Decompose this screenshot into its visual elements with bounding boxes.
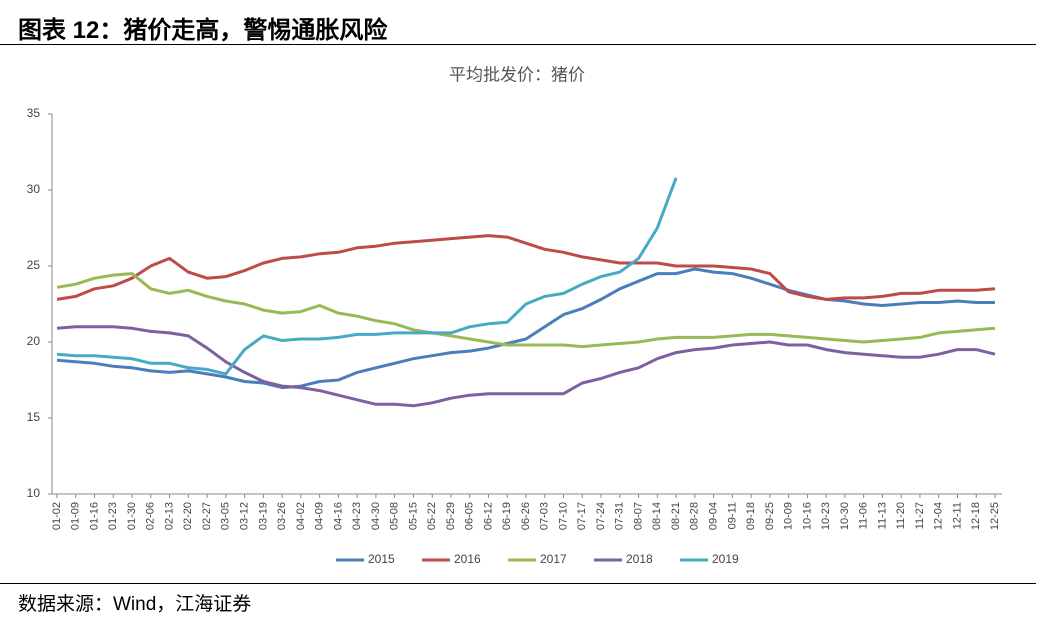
x-tick-label: 01-02 — [51, 502, 63, 530]
x-tick-label: 04-16 — [332, 502, 344, 530]
x-tick-label: 03-19 — [257, 502, 269, 530]
x-tick-label: 09-18 — [745, 502, 757, 530]
x-tick-label: 05-15 — [407, 502, 419, 530]
x-tick-label: 01-30 — [126, 502, 138, 530]
x-tick-label: 06-19 — [501, 502, 513, 530]
x-tick-label: 02-13 — [163, 502, 175, 530]
x-tick-label: 10-09 — [783, 502, 795, 530]
x-tick-label: 04-02 — [295, 502, 307, 530]
chart-title: 平均批发价：猪价 — [449, 65, 585, 84]
x-tick-label: 04-23 — [351, 502, 363, 530]
y-tick-label: 15 — [27, 410, 41, 424]
y-tick-label: 20 — [27, 334, 41, 348]
x-tick-label: 03-12 — [239, 502, 251, 530]
x-tick-label: 09-04 — [708, 502, 720, 530]
x-tick-label: 09-11 — [726, 502, 738, 529]
legend-label: 2015 — [368, 552, 395, 566]
x-tick-label: 09-25 — [764, 502, 776, 530]
legend-label: 2019 — [712, 552, 739, 566]
y-tick-label: 30 — [27, 182, 41, 196]
x-tick-label: 04-30 — [370, 502, 382, 530]
legend-label: 2018 — [626, 552, 653, 566]
x-tick-label: 12-18 — [970, 502, 982, 530]
x-tick-label: 02-06 — [145, 502, 157, 530]
x-tick-label: 08-28 — [689, 502, 701, 530]
series-line — [56, 234, 996, 301]
x-tick-label: 01-09 — [70, 502, 82, 530]
x-tick-label: 05-29 — [445, 502, 457, 530]
x-tick-label: 11-06 — [858, 502, 870, 529]
x-tick-label: 06-12 — [482, 502, 494, 530]
top-rule — [0, 44, 1036, 45]
x-tick-label: 07-31 — [614, 502, 626, 530]
series-line — [56, 267, 995, 390]
x-tick-label: 05-22 — [426, 502, 438, 530]
x-tick-label: 03-05 — [220, 502, 232, 530]
x-tick-label: 05-08 — [389, 502, 401, 530]
series-line — [56, 272, 996, 349]
x-tick-label: 11-27 — [914, 502, 926, 529]
x-tick-label: 07-24 — [595, 502, 607, 530]
x-tick-label: 08-14 — [651, 502, 663, 530]
heading: 图表 12：猪价走高，警惕通胀风险 — [18, 17, 388, 44]
x-tick-label: 10-30 — [839, 502, 851, 530]
x-tick-label: 10-16 — [801, 502, 813, 530]
x-tick-label: 10-23 — [820, 502, 832, 530]
x-tick-label: 08-21 — [670, 502, 682, 530]
y-tick-label: 35 — [27, 106, 41, 120]
x-tick-label: 12-04 — [933, 502, 945, 530]
chart: 平均批发价：猪价 10 15 20 25 30 35 01-02 01-09 01-16 01-2… — [27, 65, 1002, 566]
y-tick-label: 10 — [27, 486, 41, 500]
y-tick-label: 25 — [27, 258, 41, 272]
x-tick-label: 01-23 — [107, 502, 119, 530]
x-tick-label: 12-11 — [951, 502, 963, 529]
x-tick-label: 06-05 — [464, 502, 476, 530]
legend-label: 2017 — [540, 552, 567, 566]
x-tick-label: 11-13 — [876, 502, 888, 529]
x-tick-label: 07-17 — [576, 502, 588, 530]
x-tick-label: 07-03 — [539, 502, 551, 530]
x-tick-label: 02-27 — [201, 502, 213, 530]
series-line — [56, 325, 996, 408]
x-tick-label: 08-07 — [632, 502, 644, 530]
x-tick-label: 02-20 — [182, 502, 194, 530]
x-tick-label: 04-09 — [314, 502, 326, 530]
bottom-rule — [0, 583, 1036, 584]
x-tick-label: 01-16 — [88, 502, 100, 530]
x-tick-label: 03-26 — [276, 502, 288, 530]
x-tick-label: 12-25 — [989, 502, 1001, 530]
x-tick-label: 06-26 — [520, 502, 532, 530]
x-tick-label: 07-10 — [557, 502, 569, 530]
series-line — [56, 177, 678, 376]
x-tick-label: 11-20 — [895, 502, 907, 529]
source: 数据来源：Wind，江海证券 — [18, 594, 252, 615]
legend-label: 2016 — [454, 552, 481, 566]
